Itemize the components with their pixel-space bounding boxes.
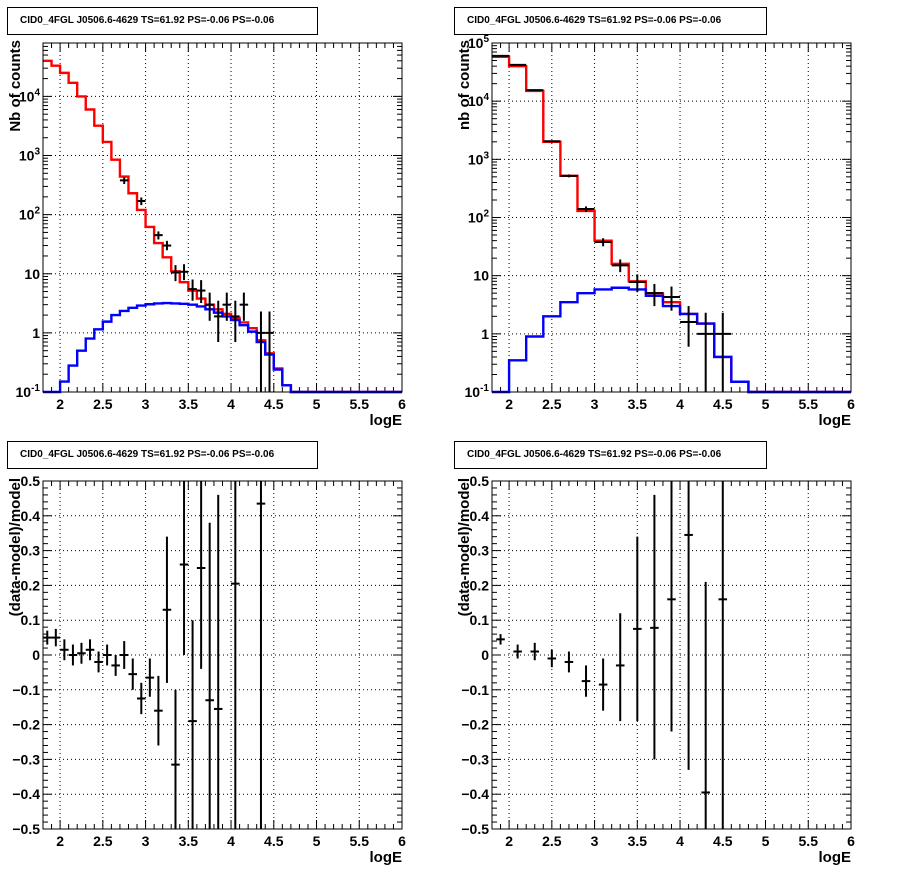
y-tick-label: 0.2 xyxy=(470,577,490,593)
x-tick-label: 5 xyxy=(762,396,770,412)
y-tick-label: 0.5 xyxy=(470,473,490,489)
y-tick-label: 0.2 xyxy=(21,577,41,593)
x-tick-label: 4 xyxy=(676,833,684,849)
y-tick-label: 1 xyxy=(32,325,40,341)
x-tick-label: 2 xyxy=(56,833,64,849)
x-tick-label: 4 xyxy=(676,396,684,412)
y-tick-label: −0.4 xyxy=(12,786,40,802)
x-tick-label: 3.5 xyxy=(628,833,648,849)
histogram-series-line xyxy=(492,55,851,394)
x-tick-label: 2.5 xyxy=(542,833,562,849)
y-tick-label: 103 xyxy=(19,147,41,164)
y-tick-label: 0 xyxy=(32,647,40,663)
y-tick-label: 104 xyxy=(468,92,490,109)
panel-title: CID0_4FGL J0506.6-4629 TS=61.92 PS=-0.06… xyxy=(454,441,767,469)
x-tick-label: 5 xyxy=(313,396,321,412)
y-axis-label: (data-model)/model xyxy=(7,478,24,616)
y-tick-label: 0.1 xyxy=(470,612,490,628)
y-tick-label: 0.5 xyxy=(21,473,41,489)
panel-title: CID0_4FGL J0506.6-4629 TS=61.92 PS=-0.06… xyxy=(7,441,318,469)
histogram-series-line xyxy=(43,59,402,394)
x-tick-label: 4.5 xyxy=(264,396,284,412)
x-tick-label: 5 xyxy=(762,833,770,849)
y-tick-label: 0.1 xyxy=(21,612,41,628)
y-tick-label: 10 xyxy=(24,266,40,282)
x-tick-label: 5.5 xyxy=(350,396,370,412)
plot-frame xyxy=(491,480,852,830)
x-tick-label: 3 xyxy=(142,396,150,412)
y-tick-label: −0.3 xyxy=(461,751,489,767)
x-tick-label: 2.5 xyxy=(542,396,562,412)
y-tick-label: −0.5 xyxy=(12,821,40,837)
y-axis-label: (data-model)/model xyxy=(456,478,473,616)
y-tick-label: −0.5 xyxy=(461,821,489,837)
residual-plot-left: 2 2.5 3 3.5 4 4.5 5 5.5 6 −0.5 −0.4 −0.3 −0.2 −0.1 0 0.… xyxy=(7,473,406,866)
x-tick-label: 6 xyxy=(398,833,406,849)
residual-plot-right: 2 2.5 3 3.5 4 4.5 5 5.5 6 −0.5 −0.4 −0.3 −0.2 −0.1 0 0.… xyxy=(456,473,855,866)
counts-plot-right: 2 2.5 3 3.5 4 4.5 5 5.5 6 10-1 1 10 102 103 104 105 logE… xyxy=(456,34,855,429)
x-tick-label: 3.5 xyxy=(179,833,199,849)
y-tick-label: −0.2 xyxy=(12,717,40,733)
x-tick-label: 2.5 xyxy=(93,396,113,412)
x-tick-label: 2 xyxy=(56,396,64,412)
y-tick-label: −0.3 xyxy=(12,751,40,767)
y-tick-label: 103 xyxy=(468,150,490,167)
y-tick-label: −0.2 xyxy=(461,717,489,733)
x-axis-label: logE xyxy=(819,849,852,866)
x-tick-label: 5.5 xyxy=(799,833,819,849)
y-tick-label: 0 xyxy=(481,647,489,663)
x-tick-label: 3 xyxy=(591,396,599,412)
x-tick-label: 5.5 xyxy=(799,396,819,412)
y-tick-label: 104 xyxy=(19,87,41,104)
y-tick-label: 102 xyxy=(19,206,41,223)
x-tick-label: 4 xyxy=(227,833,235,849)
y-tick-label: 10 xyxy=(473,268,489,284)
plot-frame xyxy=(491,42,852,393)
y-tick-label: −0.1 xyxy=(12,682,40,698)
x-tick-label: 4.5 xyxy=(713,396,733,412)
x-tick-label: 2.5 xyxy=(93,833,113,849)
counts-plot-left: 2 2.5 3 3.5 4 4.5 5 5.5 6 10-1 1 10 102 103 104 logE Nb … xyxy=(7,40,406,429)
x-tick-label: 5 xyxy=(313,833,321,849)
x-tick-label: 6 xyxy=(847,396,855,412)
plot-frame xyxy=(42,42,403,393)
y-tick-label: −0.4 xyxy=(461,786,489,802)
x-tick-label: 4.5 xyxy=(264,833,284,849)
y-tick-label: 102 xyxy=(468,209,490,226)
y-tick-label: 1 xyxy=(481,326,489,342)
panel-title: CID0_4FGL J0506.6-4629 TS=61.92 PS=-0.06… xyxy=(454,7,767,35)
x-axis-label: logE xyxy=(370,412,403,429)
x-tick-label: 3.5 xyxy=(628,396,648,412)
x-tick-label: 2 xyxy=(505,396,513,412)
y-tick-label: 105 xyxy=(468,34,490,51)
y-tick-label: −0.1 xyxy=(461,682,489,698)
x-tick-label: 5.5 xyxy=(350,833,370,849)
y-tick-label: 0.3 xyxy=(470,543,490,559)
x-tick-label: 6 xyxy=(847,833,855,849)
y-axis-label: Nb of counts xyxy=(7,40,24,132)
x-tick-label: 3 xyxy=(591,833,599,849)
x-tick-label: 4.5 xyxy=(713,833,733,849)
x-tick-label: 2 xyxy=(505,833,513,849)
x-tick-label: 6 xyxy=(398,396,406,412)
x-tick-label: 3.5 xyxy=(179,396,199,412)
x-axis-label: logE xyxy=(370,849,403,866)
x-tick-label: 3 xyxy=(142,833,150,849)
y-tick-label: 0.4 xyxy=(470,508,490,524)
x-axis-label: logE xyxy=(819,412,852,429)
y-tick-label: 0.4 xyxy=(21,508,41,524)
y-tick-label: 10-1 xyxy=(465,383,490,400)
y-tick-label: 0.3 xyxy=(21,543,41,559)
y-tick-label: 10-1 xyxy=(16,383,41,400)
panel-title: CID0_4FGL J0506.6-4629 TS=61.92 PS=-0.06… xyxy=(7,7,318,35)
x-tick-label: 4 xyxy=(227,396,235,412)
plot-frame xyxy=(42,480,403,830)
y-axis-label: nb of counts xyxy=(456,40,473,130)
